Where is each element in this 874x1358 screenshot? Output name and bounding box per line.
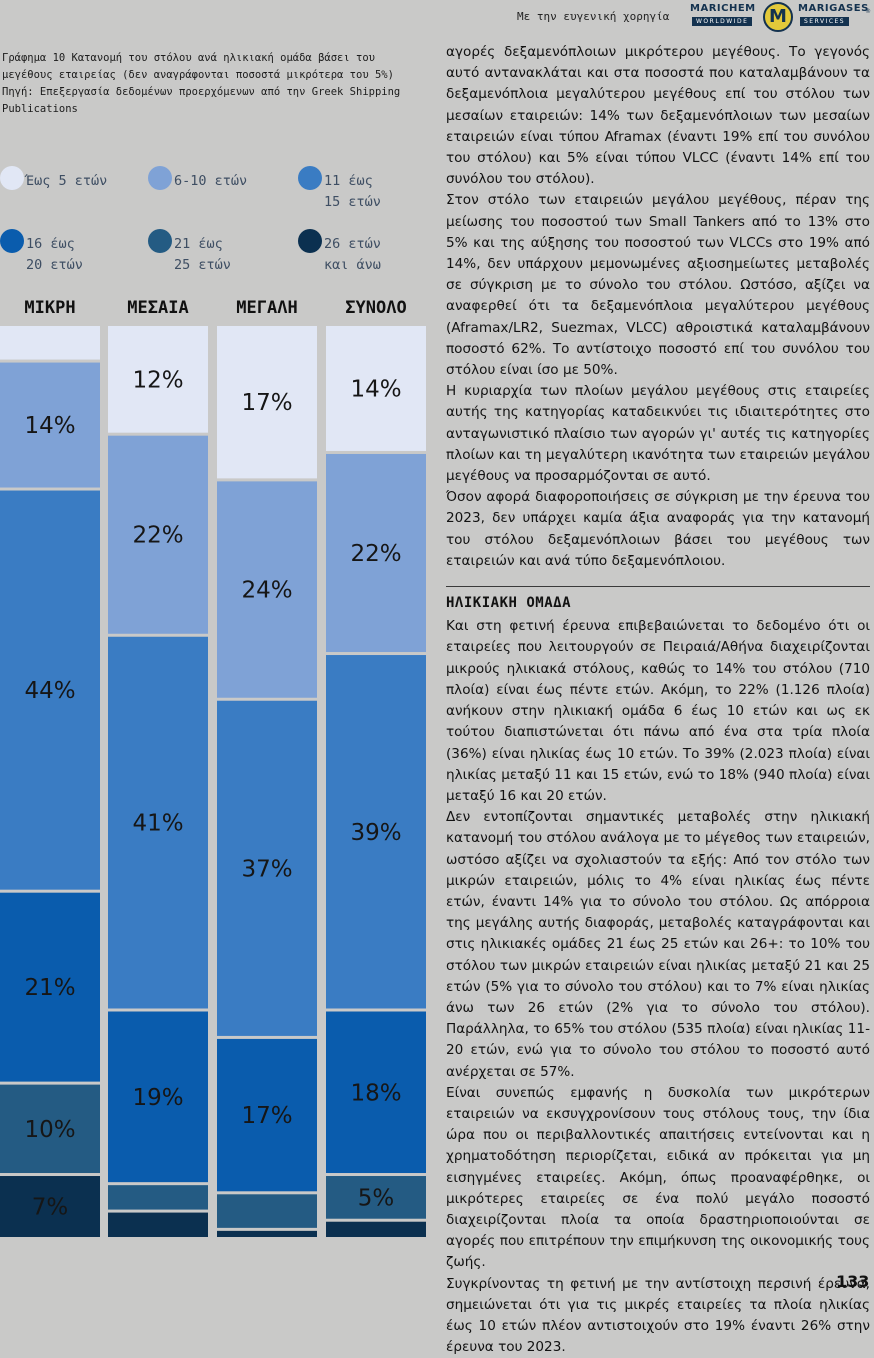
- data-label-11-15-3: 39%: [350, 820, 401, 846]
- paragraph: Η κυριαρχία των πλοίων μεγάλου μεγέθους …: [446, 383, 870, 485]
- bar-segment-6-10-2: [217, 481, 317, 698]
- bar-segment-26-plus-2: [217, 1230, 317, 1237]
- paragraph: αγορές δεξαμενόπλοιων μικρότερου μεγέθου…: [446, 44, 870, 188]
- paragraph: Δεν εντοπίζονται σημαντικές μεταβολές στ…: [446, 809, 870, 1080]
- data-label-16-20-3: 18%: [350, 1080, 401, 1106]
- bar-segment-11-15-2: [217, 700, 317, 1036]
- bar-segment-26-plus-0: [0, 1176, 100, 1237]
- data-label-6-10-0: 14%: [24, 413, 75, 439]
- bar-segment-6-10-1: [108, 435, 208, 634]
- data-label-16-20-2: 17%: [241, 1103, 292, 1129]
- legend-dot-16-20: [0, 229, 24, 253]
- data-label-0-5-2: 17%: [241, 390, 292, 416]
- page-number: 133: [836, 1272, 870, 1291]
- bar-segment-21-25-2: [217, 1194, 317, 1228]
- legend-label-6-10: 6-10 ετών: [174, 173, 248, 189]
- sponsor-logo: MARICHEM WORLDWIDE M MARIGASES SERVICES …: [690, 2, 871, 32]
- category-label-1: ΜΕΣΑΙΑ: [127, 298, 188, 318]
- data-label-16-20-1: 19%: [132, 1085, 183, 1111]
- category-label-3: ΣΥΝΟΛΟ: [345, 298, 406, 318]
- legend-label-21-25: 21 έως 25 ετών: [174, 236, 231, 273]
- bar-segment-6-10-3: [326, 453, 426, 653]
- category-label-2: ΜΕΓΑΛΗ: [236, 298, 297, 318]
- bar-segment-11-15-0: [0, 490, 100, 890]
- sponsor-text: Με την ευγενική χορηγία: [517, 10, 670, 23]
- legend-dot-21-25: [148, 229, 172, 253]
- data-label-6-10-1: 22%: [132, 523, 183, 549]
- data-label-0-5-1: 12%: [132, 367, 183, 393]
- data-label-26-plus-0: 7%: [32, 1195, 69, 1221]
- article-body: αγορές δεξαμενόπλοιων μικρότερου μεγέθου…: [446, 42, 870, 1358]
- bar-segment-26-plus-1: [108, 1212, 208, 1237]
- stacked-bar-chart: ΜΙΚΡΗ 14% 44% 21% 10% 7% ΜΕΣΑΙΑ 12% 22% 41% 19% ΜΕΓ…: [0, 298, 426, 1237]
- bar-segment-21-25-0: [0, 1084, 100, 1174]
- bar-segment-0-5-2: [217, 326, 317, 479]
- section-title: ΗΛΙΚΙΑΚΗ ΟΜΑΔΑ: [446, 595, 572, 612]
- bar-segment-0-5-0: [0, 326, 100, 360]
- legend-label-11-15: 11 έως 15 ετών: [324, 173, 381, 210]
- paragraph: Στον στόλο των εταιρειών μεγάλου μεγέθου…: [446, 192, 870, 379]
- bar-segment-6-10-0: [0, 362, 100, 488]
- section-divider: [446, 586, 870, 588]
- bar-segment-0-5-3: [326, 326, 426, 451]
- chart-caption-line1: Γράφημα 10 Κατανομή του στόλου ανά ηλικι…: [2, 52, 375, 64]
- bar-segment-11-15-3: [326, 655, 426, 1009]
- legend-dot-6-10: [148, 166, 172, 190]
- bar-segment-11-15-1: [108, 636, 208, 1009]
- bar-segment-0-5-1: [108, 326, 208, 433]
- data-label-6-10-2: 24%: [241, 578, 292, 604]
- legend-label-16-20: 16 έως 20 ετών: [26, 236, 83, 273]
- logo-reg-mark: ®: [865, 8, 871, 15]
- legend-label-0-5: Έως 5 ετών: [26, 173, 108, 189]
- logo-mark: M: [763, 2, 793, 32]
- data-label-16-20-0: 21%: [24, 975, 75, 1001]
- bar-segment-26-plus-3: [326, 1221, 426, 1237]
- category-label-0: ΜΙΚΡΗ: [24, 298, 75, 318]
- paragraph: Συγκρίνοντας τη φετινή με την αντίστοιχη…: [446, 1275, 870, 1356]
- data-label-11-15-2: 37%: [241, 856, 292, 882]
- legend-label-26-plus: 26 ετών και άνω: [324, 236, 381, 273]
- data-label-0-5-3: 14%: [350, 376, 401, 402]
- logo-right-sub: SERVICES: [800, 17, 850, 26]
- paragraph: Όσον αφορά διαφοροποιήσεις σε σύγκριση μ…: [446, 489, 870, 569]
- data-label-6-10-3: 22%: [350, 541, 401, 567]
- bar-segment-16-20-3: [326, 1011, 426, 1174]
- paragraph: Και στη φετινή έρευνα επιβεβαιώνεται το …: [446, 618, 870, 804]
- bar-segment-16-20-1: [108, 1011, 208, 1183]
- data-label-21-25-3: 5%: [358, 1185, 395, 1211]
- legend-dot-26-plus: [298, 229, 322, 253]
- chart-caption: Γράφημα 10 Κατανομή του στόλου ανά ηλικι…: [2, 50, 422, 118]
- chart-caption-line2: μεγέθους εταιρείας (δεν αναγράφονται ποσ…: [2, 69, 394, 81]
- paragraph: Είναι συνεπώς εμφανής η δυσκολία των μικ…: [446, 1084, 870, 1271]
- bar-segment-16-20-2: [217, 1038, 317, 1192]
- chart-caption-line4: Publications: [2, 103, 78, 115]
- data-label-21-25-0: 10%: [24, 1117, 75, 1143]
- legend-dot-0-5: [0, 166, 24, 190]
- logo-left-name: MARICHEM: [690, 3, 756, 14]
- bar-segment-16-20-0: [0, 892, 100, 1082]
- data-label-11-15-0: 44%: [24, 678, 75, 704]
- bar-segment-21-25-1: [108, 1185, 208, 1210]
- data-label-11-15-1: 41%: [132, 811, 183, 837]
- chart-caption-line3: Πηγή: Επεξεργασία δεδομένων προερχόμενων…: [2, 86, 401, 98]
- logo-left-sub: WORLDWIDE: [692, 17, 753, 26]
- legend-dot-11-15: [298, 166, 322, 190]
- bar-segment-21-25-3: [326, 1176, 426, 1219]
- logo-right-name: MARIGASES: [798, 3, 869, 14]
